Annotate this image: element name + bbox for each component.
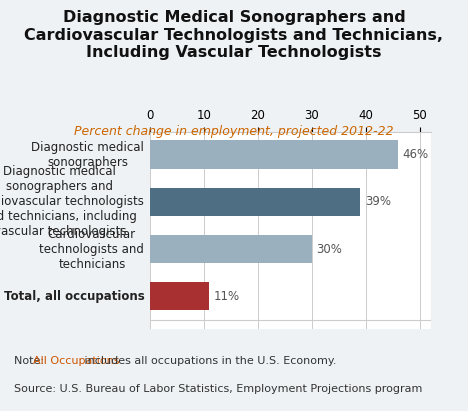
Text: 30%: 30% — [316, 242, 342, 256]
Text: 46%: 46% — [402, 148, 429, 161]
Text: Percent change in employment, projected 2012-22: Percent change in employment, projected … — [74, 125, 394, 139]
Text: All Occupations: All Occupations — [33, 356, 120, 365]
Text: Diagnostic medical
sonographers and
cardiovascular technologists
and technicians: Diagnostic medical sonographers and card… — [0, 165, 144, 238]
Bar — [150, 188, 360, 216]
Text: 11%: 11% — [213, 290, 240, 303]
Text: 39%: 39% — [365, 195, 391, 208]
Text: Source: U.S. Bureau of Labor Statistics, Employment Projections program: Source: U.S. Bureau of Labor Statistics,… — [14, 384, 423, 394]
Text: Note:: Note: — [14, 356, 48, 365]
Bar — [150, 282, 209, 310]
Text: Total, all occupations: Total, all occupations — [4, 290, 144, 303]
Text: Diagnostic Medical Sonographers and
Cardiovascular Technologists and Technicians: Diagnostic Medical Sonographers and Card… — [24, 10, 444, 60]
Text: includes all occupations in the U.S. Economy.: includes all occupations in the U.S. Eco… — [81, 356, 336, 365]
Text: Diagnostic medical
sonographers: Diagnostic medical sonographers — [31, 141, 144, 169]
Bar — [150, 141, 398, 169]
Bar — [150, 235, 312, 263]
Text: Cardiovascular
technologists and
technicians: Cardiovascular technologists and technic… — [39, 228, 144, 270]
